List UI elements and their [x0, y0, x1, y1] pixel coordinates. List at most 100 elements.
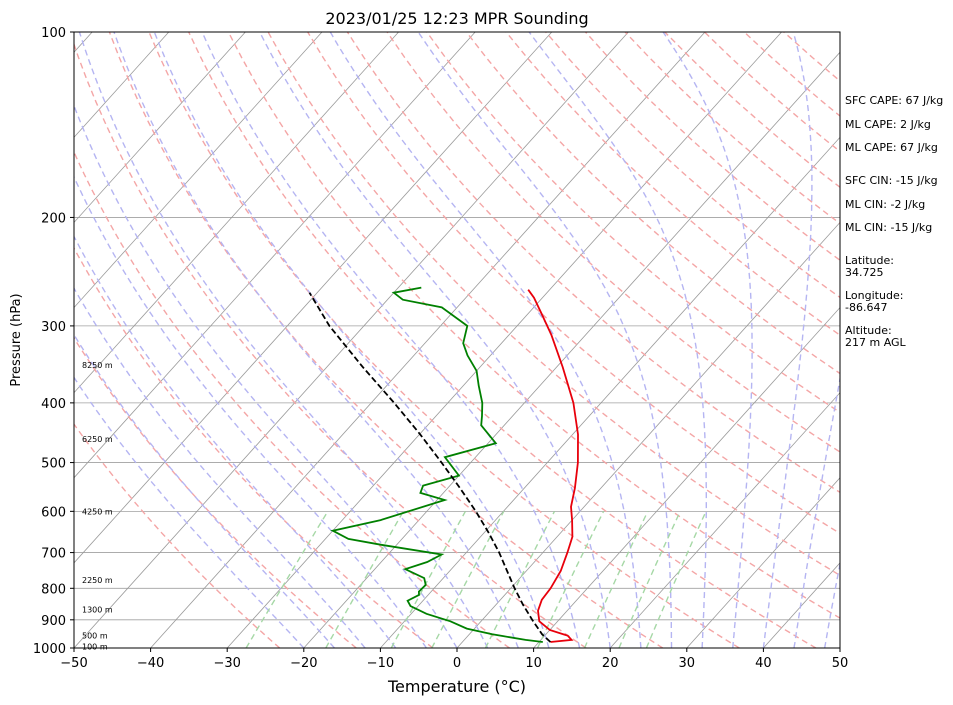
y-tick-label: 600 [41, 505, 66, 520]
x-tick-label: −20 [290, 656, 317, 671]
mixing-ratio-line [618, 511, 681, 648]
x-tick-label: 50 [832, 656, 849, 671]
height-label: 100 m [82, 642, 108, 651]
isotherm-line [74, 32, 629, 648]
dry-adiabat-line [346, 32, 840, 494]
mixing-ratio-line [536, 510, 605, 648]
x-tick-label: 30 [679, 656, 696, 671]
sounding-annotation: Longitude: -86.647 [845, 289, 904, 314]
mixing-ratio-line [583, 510, 649, 648]
x-tick-label: 20 [602, 656, 619, 671]
sounding-annotation: Altitude: 217 m AGL [845, 324, 906, 349]
x-tick-label: −30 [213, 656, 240, 671]
isotherm-line [686, 477, 840, 648]
mixing-ratio-line [245, 510, 329, 648]
x-tick-label: −10 [367, 656, 394, 671]
mixing-ratio-line [431, 510, 505, 648]
dry-adiabat-line [465, 32, 840, 375]
y-tick-label: 100 [41, 26, 66, 41]
isotherm-line [150, 32, 706, 648]
height-label: 1300 m [82, 606, 113, 615]
chart-grid [74, 32, 840, 648]
height-label: 4250 m [82, 507, 113, 516]
moist-adiabat-line [74, 103, 458, 648]
y-axis: 100 200 300 400 500 600 700 800 900 1000 [33, 26, 74, 657]
chart-title: 2023/01/25 12:23 MPR Sounding [325, 9, 588, 28]
y-tick-label: 500 [41, 457, 66, 472]
sounding-annotation: Latitude: 34.725 [845, 254, 894, 279]
moist-adiabat-line [74, 286, 366, 648]
isotherm-line [380, 136, 840, 648]
isotherm-line [74, 32, 246, 224]
sounding-annotation: ML CAPE: 67 J/kg [845, 141, 938, 154]
dry-adiabat-line [74, 42, 587, 648]
y-tick-label: 900 [41, 614, 66, 629]
dry-adiabat-line [74, 150, 510, 648]
series-layer [308, 286, 579, 643]
mixing-ratio-line [645, 511, 707, 648]
x-tick-label: −40 [137, 656, 164, 671]
y-tick-label: 400 [41, 397, 66, 412]
height-label: 2250 m [82, 576, 113, 585]
dry-adiabat-line [386, 32, 840, 453]
height-labels: 100 m 500 m 1300 m 2250 m 4250 m 6250 m 8250 m [82, 361, 113, 652]
dry-adiabat-line [307, 32, 840, 535]
dry-adiabat-line [74, 246, 434, 648]
x-axis-label: Temperature (°C) [387, 677, 526, 696]
sounding-annotation: SFC CAPE: 67 J/kg [845, 94, 944, 107]
x-tick-label: 40 [755, 656, 772, 671]
isotherm-line [533, 306, 840, 648]
moist-adiabat-line [78, 32, 489, 648]
mixing-ratio-line [484, 510, 556, 648]
moist-adiabat-line [113, 32, 519, 648]
isotherm-line [74, 32, 553, 564]
isotherm-line [226, 32, 782, 648]
dry-adiabat-line [188, 32, 817, 648]
isotherm-line [74, 32, 170, 138]
dry-adiabat-line [74, 422, 281, 648]
height-label: 6250 m [82, 435, 113, 444]
moist-adiabat-line [417, 32, 673, 648]
temperature-profile-line [527, 289, 579, 643]
height-label: 8250 m [82, 361, 113, 370]
y-tick-label: 300 [41, 320, 66, 335]
isotherm-line [303, 51, 840, 648]
mixing-ratio-line [390, 510, 467, 648]
isotherm-line [609, 392, 840, 648]
moist-adiabat-line [762, 32, 813, 648]
moist-adiabat-line [201, 32, 581, 648]
x-tick-label: 10 [525, 656, 542, 671]
dry-adiabat-line [426, 32, 840, 414]
moist-adiabat-line [662, 32, 753, 648]
moist-adiabat-line [329, 32, 642, 648]
isotherm-line [74, 32, 399, 394]
y-tick-label: 700 [41, 547, 66, 562]
moist-adiabat-line [74, 175, 427, 648]
isotherm-line [456, 221, 840, 648]
x-tick-label: 0 [453, 656, 461, 671]
y-tick-label: 800 [41, 582, 66, 597]
x-tick-label: −50 [60, 656, 87, 671]
moist-adiabat-line [74, 235, 397, 648]
mixing-ratio-line [325, 510, 405, 648]
isotherm-line [74, 32, 476, 479]
y-tick-label: 1000 [33, 642, 66, 657]
moist-adiabat-line [259, 32, 611, 648]
moist-adiabat-line [153, 32, 550, 648]
y-axis-label: Pressure (hPa) [9, 293, 24, 386]
moist-adiabat-line [528, 32, 707, 648]
dewpoint-profile-line [330, 286, 543, 643]
sounding-annotation: ML CIN: -2 J/kg [845, 198, 926, 211]
height-label: 500 m [82, 631, 108, 640]
x-axis: −50 −40 −30 −20 −10 0 10 20 30 40 50 [60, 648, 848, 671]
sounding-annotation: SFC CIN: -15 J/kg [845, 174, 938, 187]
moist-adiabat-line [824, 560, 840, 648]
isotherm-line [74, 32, 323, 309]
sounding-annotation: ML CIN: -15 J/kg [845, 221, 933, 234]
y-tick-label: 200 [41, 211, 66, 226]
dry-adiabat-line [74, 336, 357, 648]
parcel-profile-line [308, 292, 552, 643]
moist-adiabat-line [793, 375, 840, 648]
